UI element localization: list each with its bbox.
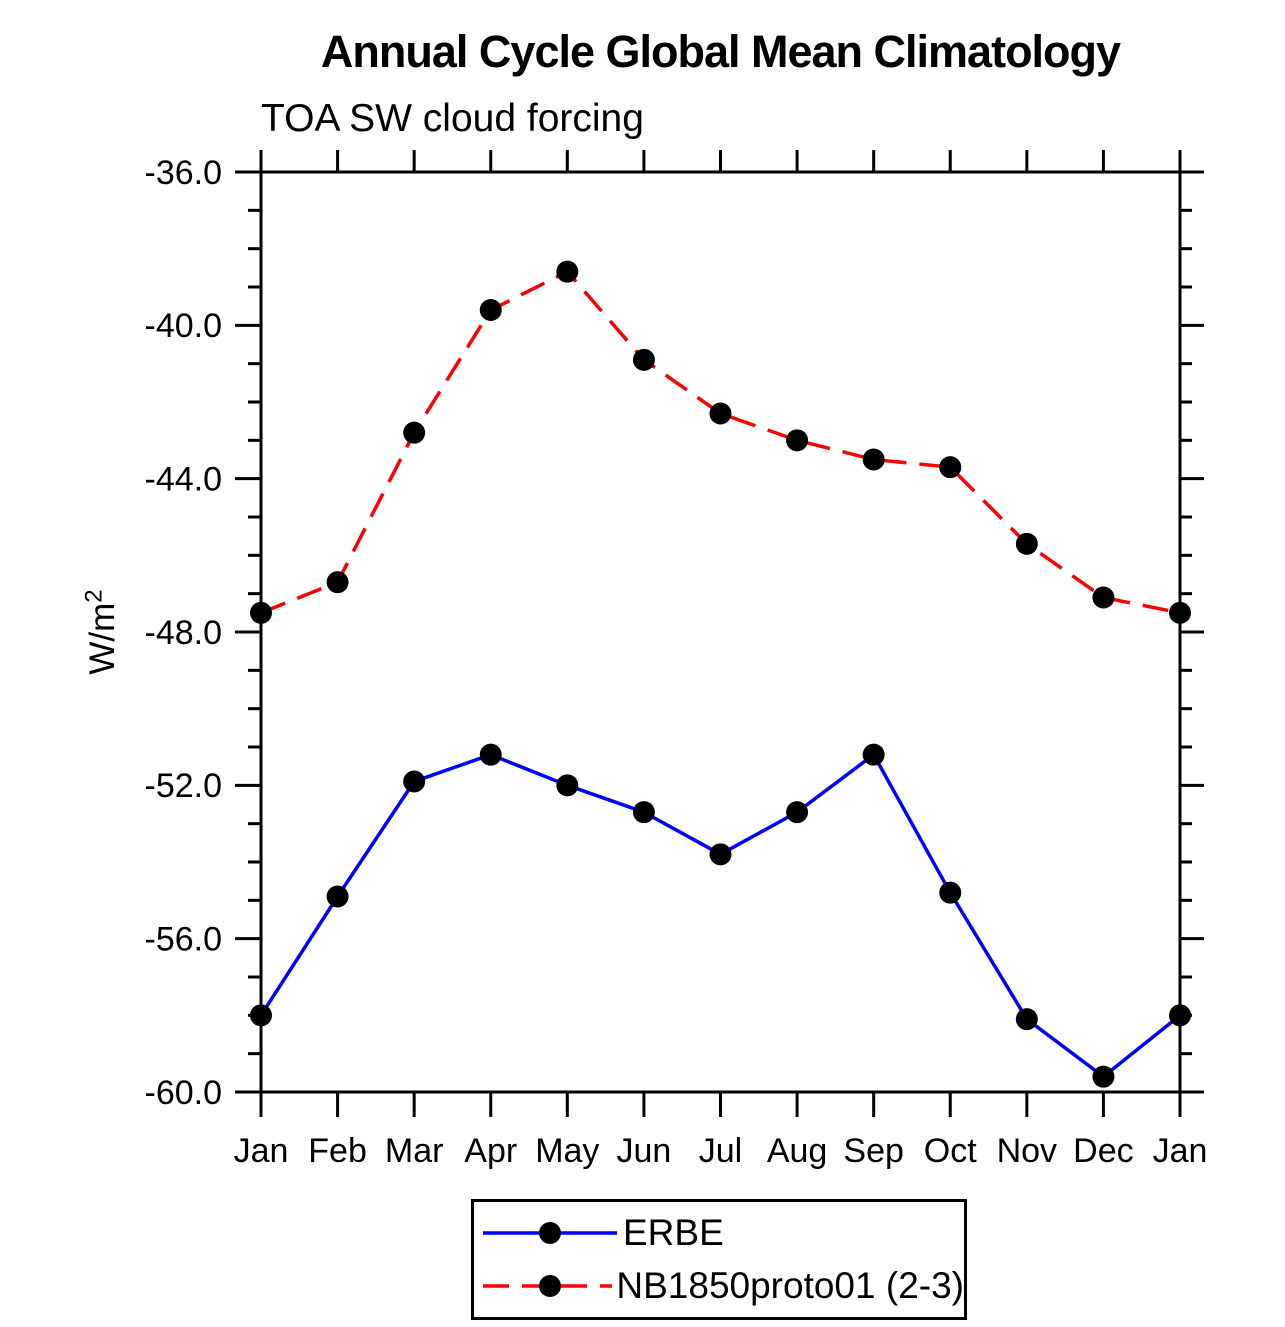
data-point-marker (786, 429, 809, 452)
x-tick-label: Feb (308, 1132, 367, 1170)
data-point-marker (326, 571, 349, 594)
data-point-marker (862, 743, 885, 766)
x-axis: Jan Feb Mar Apr May Jun Jul Aug Sep Oct Nov Dec Jan (234, 150, 1208, 1170)
data-point-marker (250, 601, 272, 624)
legend-item-erbe: ERBE (481, 1211, 964, 1255)
data-point-marker (403, 770, 426, 793)
data-point-marker (1015, 532, 1038, 555)
x-tick-label: Aug (767, 1132, 828, 1170)
chart-subtitle: TOA SW cloud forcing (261, 97, 644, 140)
x-tick-label: Jan (234, 1132, 289, 1170)
x-tick-label: Dec (1073, 1132, 1133, 1170)
y-tick-label: -48.0 (145, 614, 223, 652)
data-point-marker (556, 774, 579, 797)
legend-marker-dot (539, 1275, 561, 1297)
data-point-marker (939, 881, 962, 904)
series-line (259, 752, 1182, 1079)
x-tick-label: Jun (617, 1132, 672, 1170)
x-tick-label: Nov (997, 1132, 1057, 1170)
data-point-marker (709, 402, 732, 425)
y-tick-label: -40.0 (145, 307, 223, 345)
data-point-marker (709, 843, 732, 866)
legend-line-sample-solid (483, 1222, 617, 1244)
legend-label-erbe: ERBE (623, 1212, 724, 1253)
series-erbe (250, 743, 1191, 1088)
data-point-marker (326, 885, 349, 908)
x-tick-label: Mar (385, 1132, 444, 1170)
data-point-marker (403, 421, 426, 444)
data-point-marker (786, 801, 809, 824)
legend-label-nb1850proto01: NB1850proto01 (2-3) (616, 1265, 964, 1306)
data-point-marker (939, 456, 962, 479)
y-tick-label: -44.0 (145, 461, 223, 499)
chart-title: Annual Cycle Global Mean Climatology (320, 26, 1121, 77)
data-point-marker (1092, 586, 1115, 609)
y-tick-label: -36.0 (145, 154, 223, 192)
x-tick-label: Sep (843, 1132, 904, 1170)
legend: ERBE NB1850proto01 (2-3) (471, 1199, 967, 1320)
data-point-marker (250, 1004, 272, 1027)
data-point-marker (632, 348, 655, 371)
series-nb1850proto01-2-3- (250, 260, 1191, 624)
legend-line-sample-dashed (483, 1275, 613, 1297)
legend-item-nb1850proto01: NB1850proto01 (2-3) (481, 1264, 964, 1308)
data-point-marker (556, 260, 579, 283)
x-tick-label: Jan (1153, 1132, 1208, 1170)
y-tick-label: -52.0 (145, 767, 223, 805)
series-line (260, 269, 1181, 615)
x-tick-label: Oct (924, 1132, 977, 1170)
legend-marker-dot (539, 1222, 561, 1244)
plot-frame (259, 170, 1182, 1094)
x-tick-label: May (535, 1132, 599, 1170)
y-tick-label: -56.0 (145, 921, 223, 959)
x-tick-label: Apr (464, 1132, 517, 1170)
data-point-marker (1169, 1004, 1191, 1027)
data-point-marker (479, 743, 502, 766)
data-point-marker (632, 801, 655, 824)
data-point-marker (1092, 1065, 1115, 1088)
data-point-marker (479, 299, 502, 321)
data-point-marker (1015, 1008, 1038, 1031)
data-point-marker (862, 448, 885, 471)
x-tick-label: Jul (699, 1132, 742, 1170)
y-axis: -60.0 -56.0 -52.0 -48.0 -44.0 -40.0 -36.0 (145, 154, 1204, 1112)
data-point-marker (1169, 601, 1191, 624)
y-tick-label: -60.0 (145, 1074, 223, 1112)
